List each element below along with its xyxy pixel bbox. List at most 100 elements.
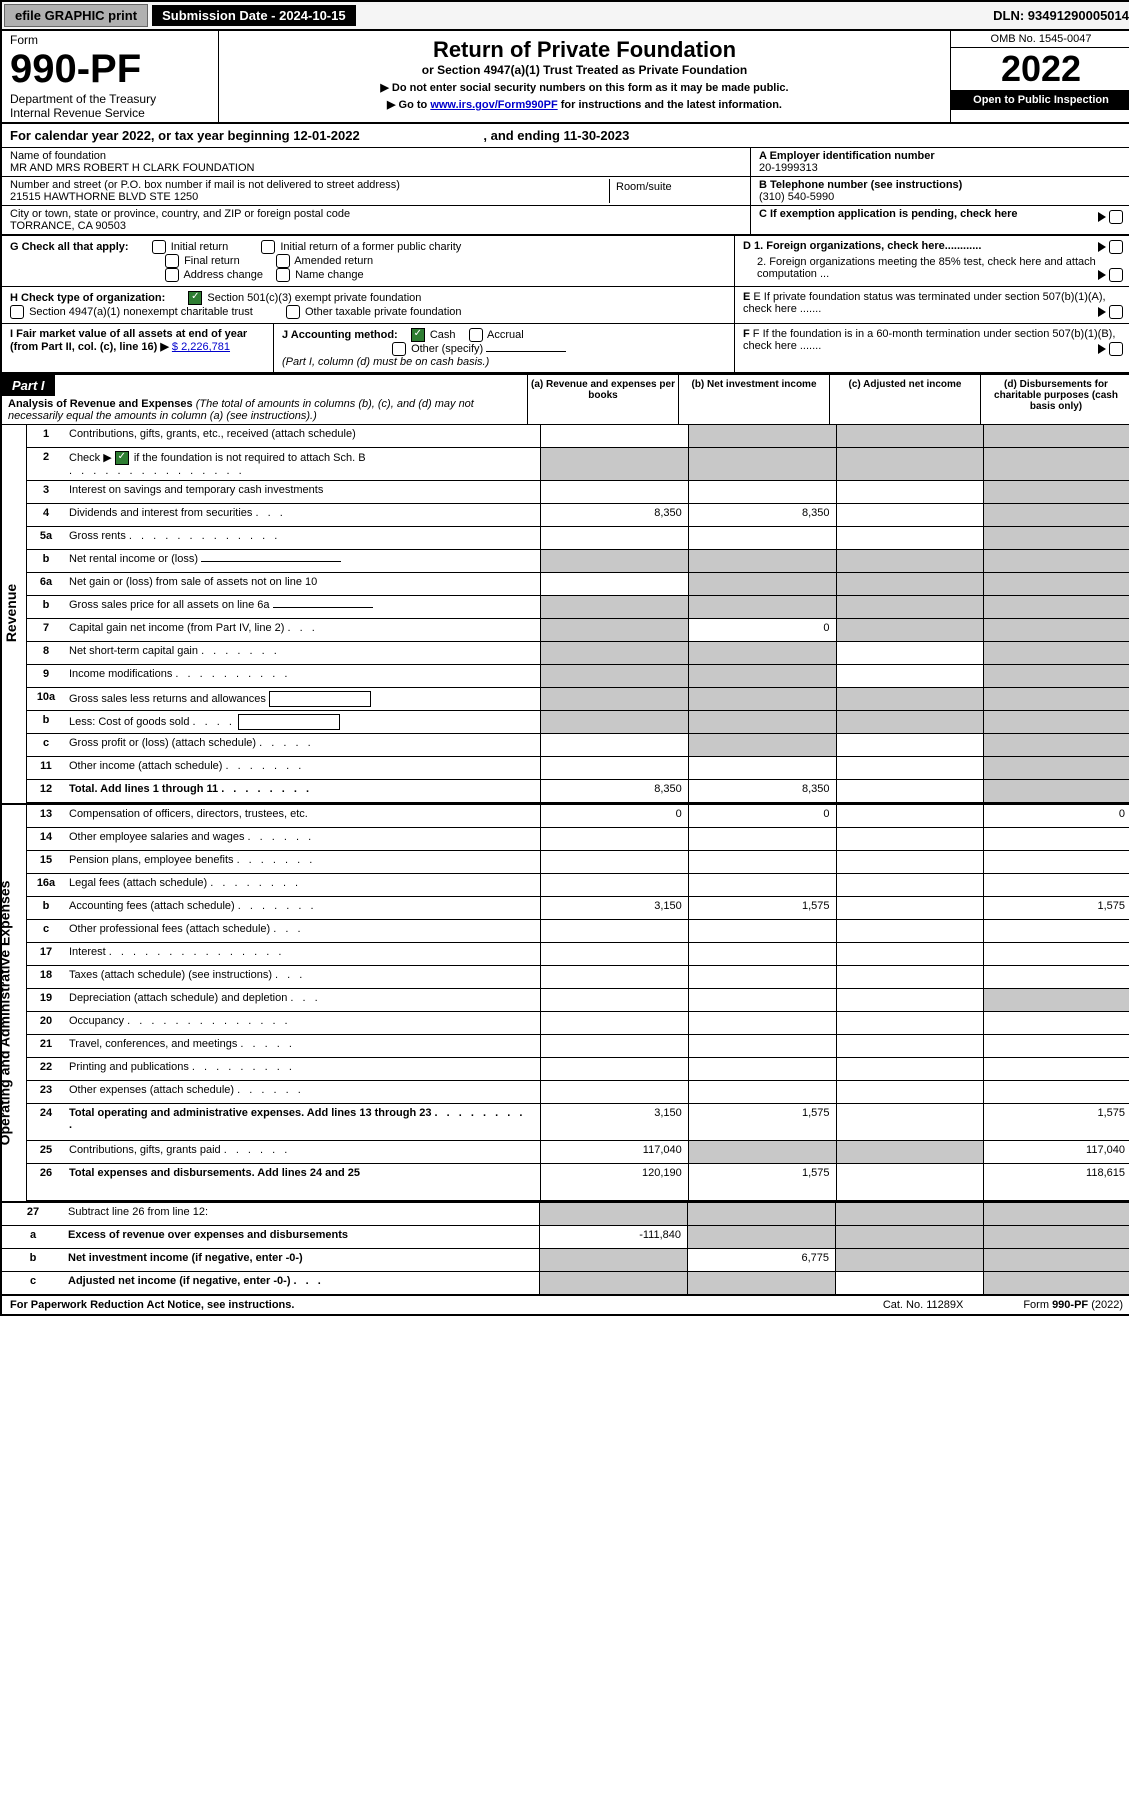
g-left: G Check all that apply: Initial return I… (2, 236, 734, 286)
e-right: E E If private foundation status was ter… (734, 287, 1129, 323)
row-17: 17Interest . . . . . . . . . . . . . . . (27, 943, 1129, 966)
part1-badge: Part I (2, 375, 55, 396)
form-number: 990-PF (10, 47, 210, 92)
schb-checkbox[interactable] (115, 451, 129, 465)
info-right: A Employer identification number 20-1999… (750, 148, 1129, 234)
other-checkbox[interactable] (392, 342, 406, 356)
arrow-icon (1098, 242, 1106, 252)
accrual-checkbox[interactable] (469, 328, 483, 342)
j-mid: J Accounting method: Cash Accrual Other … (273, 324, 734, 372)
arrow-icon (1098, 344, 1106, 354)
footer: For Paperwork Reduction Act Notice, see … (2, 1296, 1129, 1314)
row-2: 2Check ▶ if the foundation is not requir… (27, 448, 1129, 481)
e-label: E If private foundation status was termi… (743, 291, 1106, 315)
section-i-j-f: I Fair market value of all assets at end… (2, 324, 1129, 373)
expenses-side-label: Operating and Administrative Expenses (2, 805, 27, 1201)
form-title: Return of Private Foundation (225, 37, 944, 63)
row-15: 15Pension plans, employee benefits . . .… (27, 851, 1129, 874)
i-value[interactable]: $ 2,226,781 (172, 341, 230, 353)
row-27a: aExcess of revenue over expenses and dis… (2, 1226, 1129, 1249)
s4947-checkbox[interactable] (10, 305, 24, 319)
d2-checkbox[interactable] (1109, 268, 1123, 282)
name-label: Name of foundation (10, 150, 742, 162)
cal-end: , and ending 11-30-2023 (483, 128, 629, 143)
dept-treasury: Department of the Treasury (10, 92, 210, 106)
revenue-text: Revenue (3, 584, 19, 642)
addr-change-label: Address change (183, 269, 263, 281)
dln: DLN: 93491290005014 (993, 8, 1129, 23)
info-grid: Name of foundation MR AND MRS ROBERT H C… (2, 148, 1129, 236)
row-5a: 5aGross rents . . . . . . . . . . . . . (27, 527, 1129, 550)
note-ssn: ▶ Do not enter social security numbers o… (225, 81, 944, 94)
irs-label: Internal Revenue Service (10, 106, 210, 120)
s501-checkbox[interactable] (188, 291, 202, 305)
footer-right: Form 990-PF (2022) (1023, 1299, 1123, 1311)
c-cell: C If exemption application is pending, c… (751, 206, 1129, 222)
row-6a: 6aNet gain or (loss) from sale of assets… (27, 573, 1129, 596)
c-label: C If exemption application is pending, c… (759, 208, 1018, 220)
f-checkbox[interactable] (1109, 342, 1123, 356)
tax-year: 2022 (951, 48, 1129, 90)
expenses-text: Operating and Administrative Expenses (0, 881, 12, 1146)
c-checkbox[interactable] (1109, 210, 1123, 224)
amended-checkbox[interactable] (276, 254, 290, 268)
header-right: OMB No. 1545-0047 2022 Open to Public In… (950, 31, 1129, 122)
other-tax-checkbox[interactable] (286, 305, 300, 319)
section-h-e: H Check type of organization: Section 50… (2, 287, 1129, 324)
part1-desc: Analysis of Revenue and Expenses (The to… (2, 396, 527, 424)
expense-rows: 13Compensation of officers, directors, t… (27, 805, 1129, 1201)
row-7: 7Capital gain net income (from Part IV, … (27, 619, 1129, 642)
ein-value: 20-1999313 (759, 162, 1123, 174)
footer-left: For Paperwork Reduction Act Notice, see … (10, 1299, 883, 1311)
room-cell: Room/suite (610, 179, 742, 203)
row-6b: bGross sales price for all assets on lin… (27, 596, 1129, 619)
row-9: 9Income modifications . . . . . . . . . … (27, 665, 1129, 688)
row-16a: 16aLegal fees (attach schedule) . . . . … (27, 874, 1129, 897)
d1-checkbox[interactable] (1109, 240, 1123, 254)
row-13: 13Compensation of officers, directors, t… (27, 805, 1129, 828)
note2-post: for instructions and the latest informat… (558, 99, 782, 111)
cash-checkbox[interactable] (411, 328, 425, 342)
part1-desc-bold: Analysis of Revenue and Expenses (8, 398, 193, 410)
arrow-icon (1098, 270, 1106, 280)
i-left: I Fair market value of all assets at end… (2, 324, 273, 372)
form-word: Form (10, 33, 210, 47)
row-19: 19Depreciation (attach schedule) and dep… (27, 989, 1129, 1012)
omb-no: OMB No. 1545-0047 (951, 31, 1129, 48)
initial-former-label: Initial return of a former public charit… (280, 241, 461, 253)
note2-pre: ▶ Go to (387, 99, 430, 111)
address-row: Number and street (or P.O. box number if… (2, 177, 750, 206)
d1-label: D 1. Foreign organizations, check here..… (743, 240, 981, 252)
phone-label: B Telephone number (see instructions) (759, 179, 1123, 191)
initial-checkbox[interactable] (152, 240, 166, 254)
form990pf-link[interactable]: www.irs.gov/Form990PF (430, 99, 557, 111)
name-change-checkbox[interactable] (276, 268, 290, 282)
row-24: 24Total operating and administrative exp… (27, 1104, 1129, 1141)
phone-value: (310) 540-5990 (759, 191, 1123, 203)
row-27: 27Subtract line 26 from line 12: (2, 1203, 1129, 1226)
foundation-name: MR AND MRS ROBERT H CLARK FOUNDATION (10, 162, 742, 174)
city-label: City or town, state or province, country… (10, 208, 742, 220)
open-public: Open to Public Inspection (951, 90, 1129, 110)
note-link: ▶ Go to www.irs.gov/Form990PF for instru… (225, 98, 944, 111)
final-checkbox[interactable] (165, 254, 179, 268)
row-18: 18Taxes (attach schedule) (see instructi… (27, 966, 1129, 989)
col-c: (c) Adjusted net income (829, 375, 980, 424)
cash-label: Cash (430, 329, 456, 341)
part1-header: Part I Analysis of Revenue and Expenses … (2, 373, 1129, 425)
row-1: 1Contributions, gifts, grants, etc., rec… (27, 425, 1129, 448)
row-27c: cAdjusted net income (if negative, enter… (2, 1272, 1129, 1296)
final-label: Final return (184, 255, 240, 267)
addr-change-checkbox[interactable] (165, 268, 179, 282)
d-right: D 1. Foreign organizations, check here..… (734, 236, 1129, 286)
row-11: 11Other income (attach schedule) . . . .… (27, 757, 1129, 780)
j-label: J Accounting method: (282, 329, 398, 341)
initial-former-checkbox[interactable] (261, 240, 275, 254)
info-left: Name of foundation MR AND MRS ROBERT H C… (2, 148, 750, 234)
arrow-icon (1098, 212, 1106, 222)
initial-label: Initial return (171, 241, 228, 253)
row-12: 12Total. Add lines 1 through 11 . . . . … (27, 780, 1129, 803)
efile-button[interactable]: efile GRAPHIC print (4, 4, 148, 27)
e-checkbox[interactable] (1109, 305, 1123, 319)
s4947-label: Section 4947(a)(1) nonexempt charitable … (29, 306, 253, 318)
